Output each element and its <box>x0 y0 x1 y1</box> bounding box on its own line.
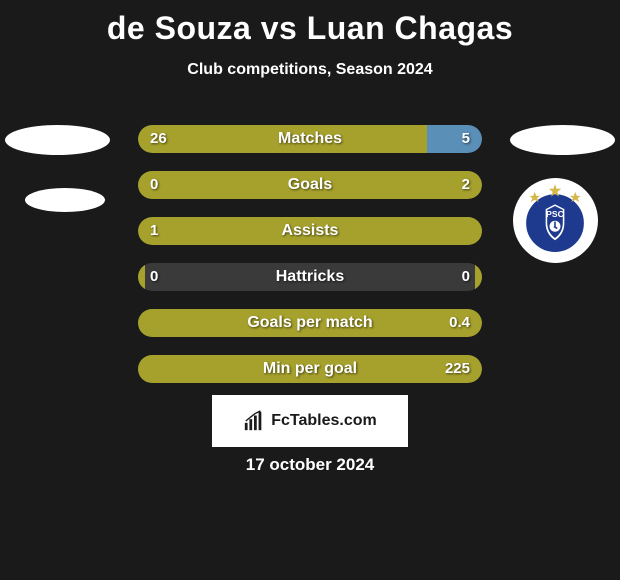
badge-placeholder-icon <box>25 188 105 212</box>
bar-value-right: 0 <box>462 263 470 291</box>
bar-label: Min per goal <box>138 355 482 383</box>
stat-bar-row: 0Goals2 <box>138 171 482 199</box>
chart-icon <box>243 410 265 432</box>
footer-brand-text: FcTables.com <box>271 412 377 430</box>
bar-label: Goals <box>138 171 482 199</box>
stat-bar-row: 1Assists <box>138 217 482 245</box>
stat-bar-row: Min per goal225 <box>138 355 482 383</box>
bar-value-right: 225 <box>445 355 470 383</box>
page-subtitle: Club competitions, Season 2024 <box>0 61 620 79</box>
bar-label: Matches <box>138 125 482 153</box>
avatar-placeholder-icon <box>510 125 615 155</box>
player-right-avatar <box>510 100 615 180</box>
stats-bars-container: 26Matches50Goals21Assists0Hattricks0Goal… <box>138 125 482 401</box>
bar-value-right: 2 <box>462 171 470 199</box>
bar-label: Assists <box>138 217 482 245</box>
date-label: 17 october 2024 <box>0 455 620 475</box>
page-title: de Souza vs Luan Chagas <box>0 0 620 47</box>
club-badge-icon: PSC <box>513 178 598 263</box>
avatar-placeholder-icon <box>5 125 110 155</box>
stat-bar-row: 0Hattricks0 <box>138 263 482 291</box>
footer-brand-box: FcTables.com <box>212 395 408 447</box>
player-right-club-badge: PSC <box>510 175 600 265</box>
bar-label: Hattricks <box>138 263 482 291</box>
bar-value-right: 5 <box>462 125 470 153</box>
svg-text:PSC: PSC <box>546 209 564 219</box>
stat-bar-row: Goals per match0.4 <box>138 309 482 337</box>
bar-value-right: 0.4 <box>449 309 470 337</box>
stat-bar-row: 26Matches5 <box>138 125 482 153</box>
player-left-club-badge <box>20 155 110 245</box>
bar-label: Goals per match <box>138 309 482 337</box>
